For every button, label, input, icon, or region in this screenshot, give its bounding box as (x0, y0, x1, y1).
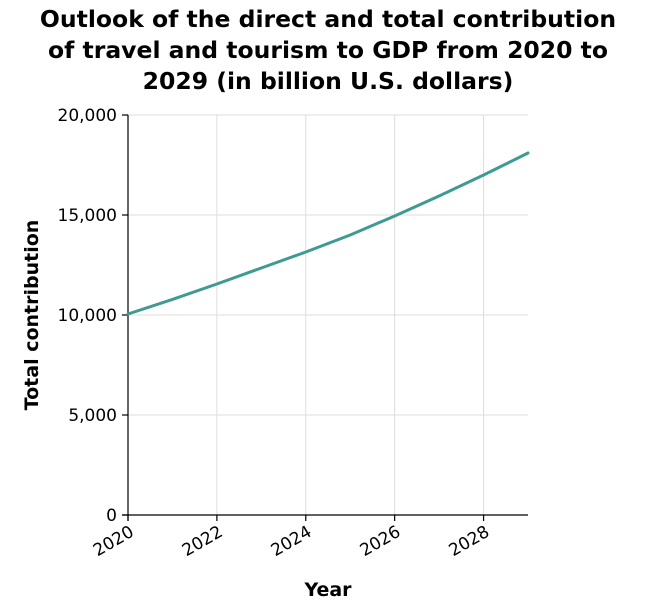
x-tick-label: 2022 (179, 522, 226, 561)
y-tick-label: 15,000 (58, 206, 117, 226)
y-tick-label: 20,000 (58, 106, 117, 126)
axes (122, 115, 528, 521)
series-line (126, 151, 530, 316)
y-axis-label: Total contribution (21, 220, 43, 411)
grid-lines (127, 114, 528, 516)
x-tick-label: 2028 (446, 522, 493, 561)
y-tick-label: 10,000 (58, 306, 117, 326)
y-axis-ticks: 0 5,000 10,000 15,000 20,000 (58, 106, 128, 526)
x-tick-label: 2024 (268, 522, 315, 561)
series-group (126, 151, 530, 316)
chart-title: Outlook of the direct and total contribu… (0, 4, 656, 97)
chart-title-line: 2029 (in billion U.S. dollars) (142, 67, 514, 95)
x-axis-ticks: 2020 2022 2024 2026 2028 (90, 515, 493, 561)
chart-title-line: Outlook of the direct and total contribu… (39, 5, 617, 33)
x-tick-label: 2020 (90, 522, 137, 561)
chart-title-line: of travel and tourism to GDP from 2020 t… (47, 36, 609, 64)
y-tick-label: 5,000 (68, 406, 117, 426)
y-tick-label: 0 (106, 506, 117, 526)
x-tick-label: 2026 (357, 522, 404, 561)
x-axis-label: Year (303, 579, 352, 601)
